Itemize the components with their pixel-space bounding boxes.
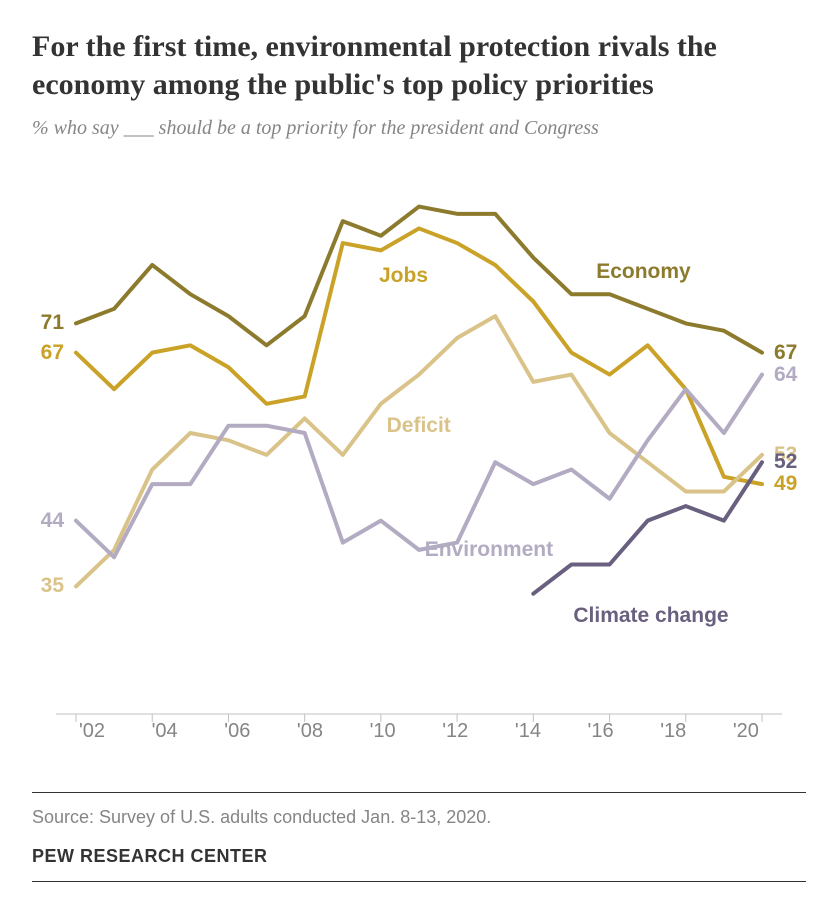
end-value-economy: 67 xyxy=(774,341,806,365)
series-label-deficit: Deficit xyxy=(387,414,451,438)
end-value-climate-change: 52 xyxy=(774,450,806,474)
line-chart: Economy7167Jobs6749Deficit3553Environmen… xyxy=(32,150,806,750)
start-value-environment: 44 xyxy=(32,509,64,533)
series-climate-change xyxy=(533,462,762,594)
x-tick-label: '18 xyxy=(653,720,693,750)
x-tick-label: '20 xyxy=(726,720,766,750)
x-tick-label: '02 xyxy=(72,720,112,750)
chart-canvas xyxy=(32,150,806,750)
x-tick-label: '14 xyxy=(508,720,548,750)
end-value-jobs: 49 xyxy=(774,472,806,496)
x-tick-label: '12 xyxy=(435,720,475,750)
series-label-jobs: Jobs xyxy=(379,264,428,288)
chart-subtitle: % who say ___ should be a top priority f… xyxy=(32,117,806,140)
series-label-economy: Economy xyxy=(596,260,691,284)
source-text: Source: Survey of U.S. adults conducted … xyxy=(32,807,806,828)
chart-title: For the first time, environmental protec… xyxy=(32,28,806,103)
x-tick-label: '10 xyxy=(363,720,403,750)
start-value-economy: 71 xyxy=(32,311,64,335)
x-tick-label: '06 xyxy=(217,720,257,750)
series-label-environment: Environment xyxy=(425,538,553,562)
chart-footer: Source: Survey of U.S. adults conducted … xyxy=(32,792,806,882)
series-label-climate-change: Climate change xyxy=(573,604,728,628)
x-tick-label: '08 xyxy=(290,720,330,750)
publisher-logo: PEW RESEARCH CENTER xyxy=(32,846,806,867)
series-environment xyxy=(76,375,762,558)
start-value-jobs: 67 xyxy=(32,341,64,365)
x-axis: '02 '04 '06 '08 '10 '12 '14 '16 '18 '20 xyxy=(72,720,766,750)
start-value-deficit: 35 xyxy=(32,574,64,598)
x-tick-label: '16 xyxy=(581,720,621,750)
x-tick-label: '04 xyxy=(145,720,185,750)
end-value-environment: 64 xyxy=(774,363,806,387)
